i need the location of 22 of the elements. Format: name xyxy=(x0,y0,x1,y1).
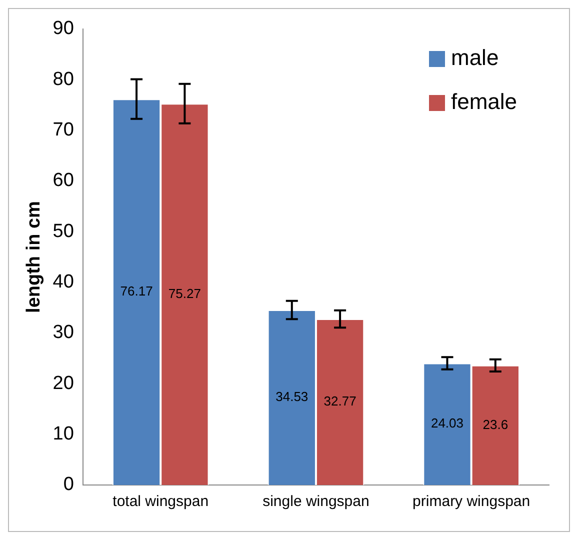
data-label: 34.53 xyxy=(276,389,308,404)
data-label: 76.17 xyxy=(120,284,153,299)
data-label: 75.27 xyxy=(168,286,201,301)
y-tick-label: 60 xyxy=(52,170,74,192)
data-label: 23.6 xyxy=(482,416,508,432)
y-tick-label: 10 xyxy=(52,424,74,445)
y-tick-label: 40 xyxy=(52,272,74,293)
data-label: 24.03 xyxy=(430,416,464,431)
x-tick-label: primary wingspan xyxy=(412,493,530,510)
x-tick-label: total wingspan xyxy=(112,493,209,510)
y-tick-label: 20 xyxy=(52,372,74,394)
legend-label: male xyxy=(451,45,499,70)
y-tick-label: 90 xyxy=(52,18,74,40)
data-label: 32.77 xyxy=(324,394,356,409)
y-tick-label: 0 xyxy=(63,474,74,496)
x-tick-label: single wingspan xyxy=(262,493,370,510)
legend-label: female xyxy=(451,89,518,114)
y-tick-label: 80 xyxy=(52,68,74,90)
y-tick-label: 70 xyxy=(52,120,74,141)
y-tick-label: 50 xyxy=(52,220,74,242)
y-tick-label: 30 xyxy=(52,322,74,344)
y-axis-title: length in cm xyxy=(24,201,45,313)
